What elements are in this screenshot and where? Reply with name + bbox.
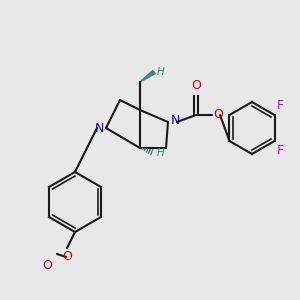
Text: N: N <box>171 115 180 128</box>
Text: F: F <box>277 99 284 112</box>
Text: N: N <box>94 122 104 134</box>
Text: H: H <box>157 67 165 77</box>
Text: O: O <box>191 79 201 92</box>
Text: O: O <box>213 107 223 121</box>
Text: F: F <box>277 144 284 157</box>
Text: O: O <box>42 259 52 272</box>
Text: H: H <box>157 148 165 158</box>
Polygon shape <box>140 70 155 82</box>
Text: O: O <box>62 250 72 263</box>
